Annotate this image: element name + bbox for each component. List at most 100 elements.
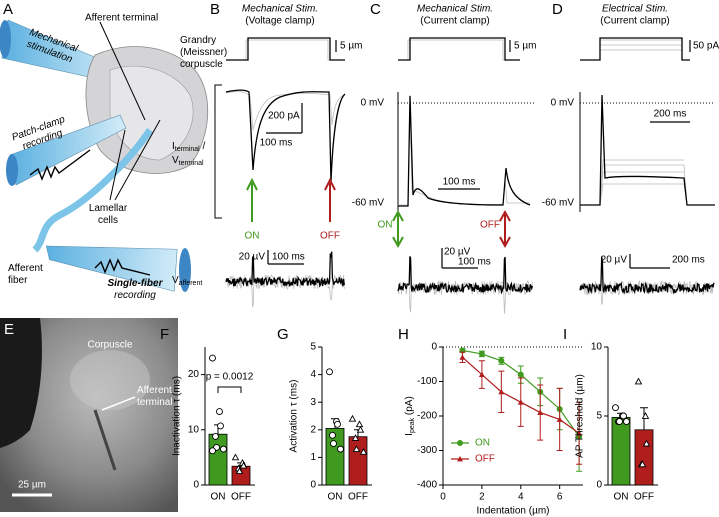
y-tick-label: 2 (310, 424, 316, 435)
y-axis-label: Inactivation τ (ms) (172, 376, 183, 456)
pointer (109, 129, 126, 201)
significance-bracket (217, 386, 242, 393)
point (641, 412, 650, 419)
point (239, 461, 248, 469)
stim-trace (580, 39, 690, 61)
afferent-trace (579, 256, 715, 295)
panel-e: E Corpuscle Afferent terminal 25 µm (0, 318, 178, 512)
row-label: Vterminal (172, 155, 204, 167)
point (337, 445, 344, 453)
panel-a: A Afferent terminal Mechanicalstimulatio… (0, 1, 227, 301)
point (478, 371, 485, 377)
panel-letter: B (210, 1, 220, 18)
scale-label: 200 pA (268, 111, 300, 122)
point (217, 422, 224, 430)
stim-trace (398, 37, 520, 61)
label: Lamellar cells (89, 203, 128, 226)
title: Mechanical Stim. (417, 4, 493, 15)
trace (225, 91, 346, 131)
point (209, 354, 216, 362)
scale-label: 20 µV (239, 252, 266, 263)
point (231, 453, 240, 461)
point (612, 404, 619, 412)
trace (398, 95, 531, 207)
panel-letter: F (160, 326, 169, 343)
bar (208, 433, 228, 486)
x-tick-label: ON (614, 492, 629, 503)
x-tick-label: 4 (518, 492, 524, 503)
point (478, 350, 485, 357)
y-tick-label: 5 (310, 342, 316, 353)
annotation: p = 0.0012 (206, 372, 254, 383)
x-tick-label: ON (211, 492, 226, 503)
point (620, 412, 627, 420)
title: Electrical Stim. (602, 4, 668, 15)
arrow-label: OFF (320, 231, 340, 242)
point (330, 440, 337, 448)
panel-letter: E (4, 321, 14, 338)
scale-label: 100 ms (458, 257, 491, 268)
point (634, 377, 643, 385)
point (638, 460, 647, 468)
scale-label: 50 pA (693, 41, 719, 52)
terminal-image (93, 409, 117, 471)
legend-marker (457, 440, 463, 446)
y-tick-label: 10 (591, 342, 603, 353)
point (212, 432, 219, 440)
row-label: Iterminal / (172, 141, 205, 153)
scale-label: 25 µm (18, 480, 46, 491)
legend-label: ON (475, 438, 490, 449)
y-tick-label: -200 (417, 411, 437, 422)
y-axis-label: AP Threshold (µm) (575, 374, 586, 458)
x-tick-label: OFF (634, 492, 654, 503)
x-tick-label: 0 (440, 492, 446, 503)
y-axis-label-part: (pA) (404, 396, 415, 418)
point (623, 418, 630, 425)
point (616, 418, 623, 425)
point (334, 420, 341, 428)
y-tick-label: -400 (417, 480, 437, 491)
corpuscle-image (70, 350, 150, 410)
y-axis-label-part: peak (409, 417, 416, 433)
x-tick-label: OFF (231, 492, 251, 503)
panel-letter: A (3, 1, 13, 18)
stim-trace (226, 37, 345, 61)
point (517, 399, 524, 405)
afferent-trace (397, 256, 534, 295)
pointer (101, 396, 136, 411)
scale-label: 5 µm (514, 41, 536, 52)
label: Grandry (Meissner) corpuscle (180, 35, 227, 70)
legend-marker (457, 456, 463, 462)
panel-c: C Mechanical Stim. (Current clamp) 5 µm … (352, 1, 536, 314)
point (209, 447, 216, 455)
trace (225, 89, 346, 183)
trace (580, 94, 715, 206)
fiber-pipette (45, 245, 178, 292)
arrow (246, 177, 258, 222)
point (326, 368, 333, 376)
y-tick-label: 10 (188, 424, 200, 435)
y-tick-label: 0 (596, 480, 602, 491)
pipette-shadow (0, 318, 42, 448)
x-tick-label: ON (328, 492, 343, 503)
point (459, 354, 466, 360)
stim-trace (580, 37, 690, 61)
point (220, 445, 227, 453)
panel-letter: G (277, 326, 289, 343)
y-axis-label: Activation τ (ms) (289, 380, 300, 453)
scale-label: 100 ms (443, 177, 476, 188)
panel-d: D Electrical Stim. (Current clamp) 50 pA… (542, 1, 719, 305)
stim-trace (398, 39, 520, 61)
point (348, 414, 357, 422)
label: Afferent fiber (8, 263, 43, 286)
axis-label: -60 mV (352, 198, 385, 209)
scale-label: 5 µm (340, 41, 362, 52)
fiber-pipette-end (179, 248, 191, 292)
legend-label: OFF (475, 454, 495, 465)
row-label: Vafferent (172, 275, 202, 287)
point (642, 439, 651, 447)
y-tick-label: -300 (417, 445, 437, 456)
y-tick-label: -100 (417, 376, 437, 387)
point (537, 409, 544, 415)
